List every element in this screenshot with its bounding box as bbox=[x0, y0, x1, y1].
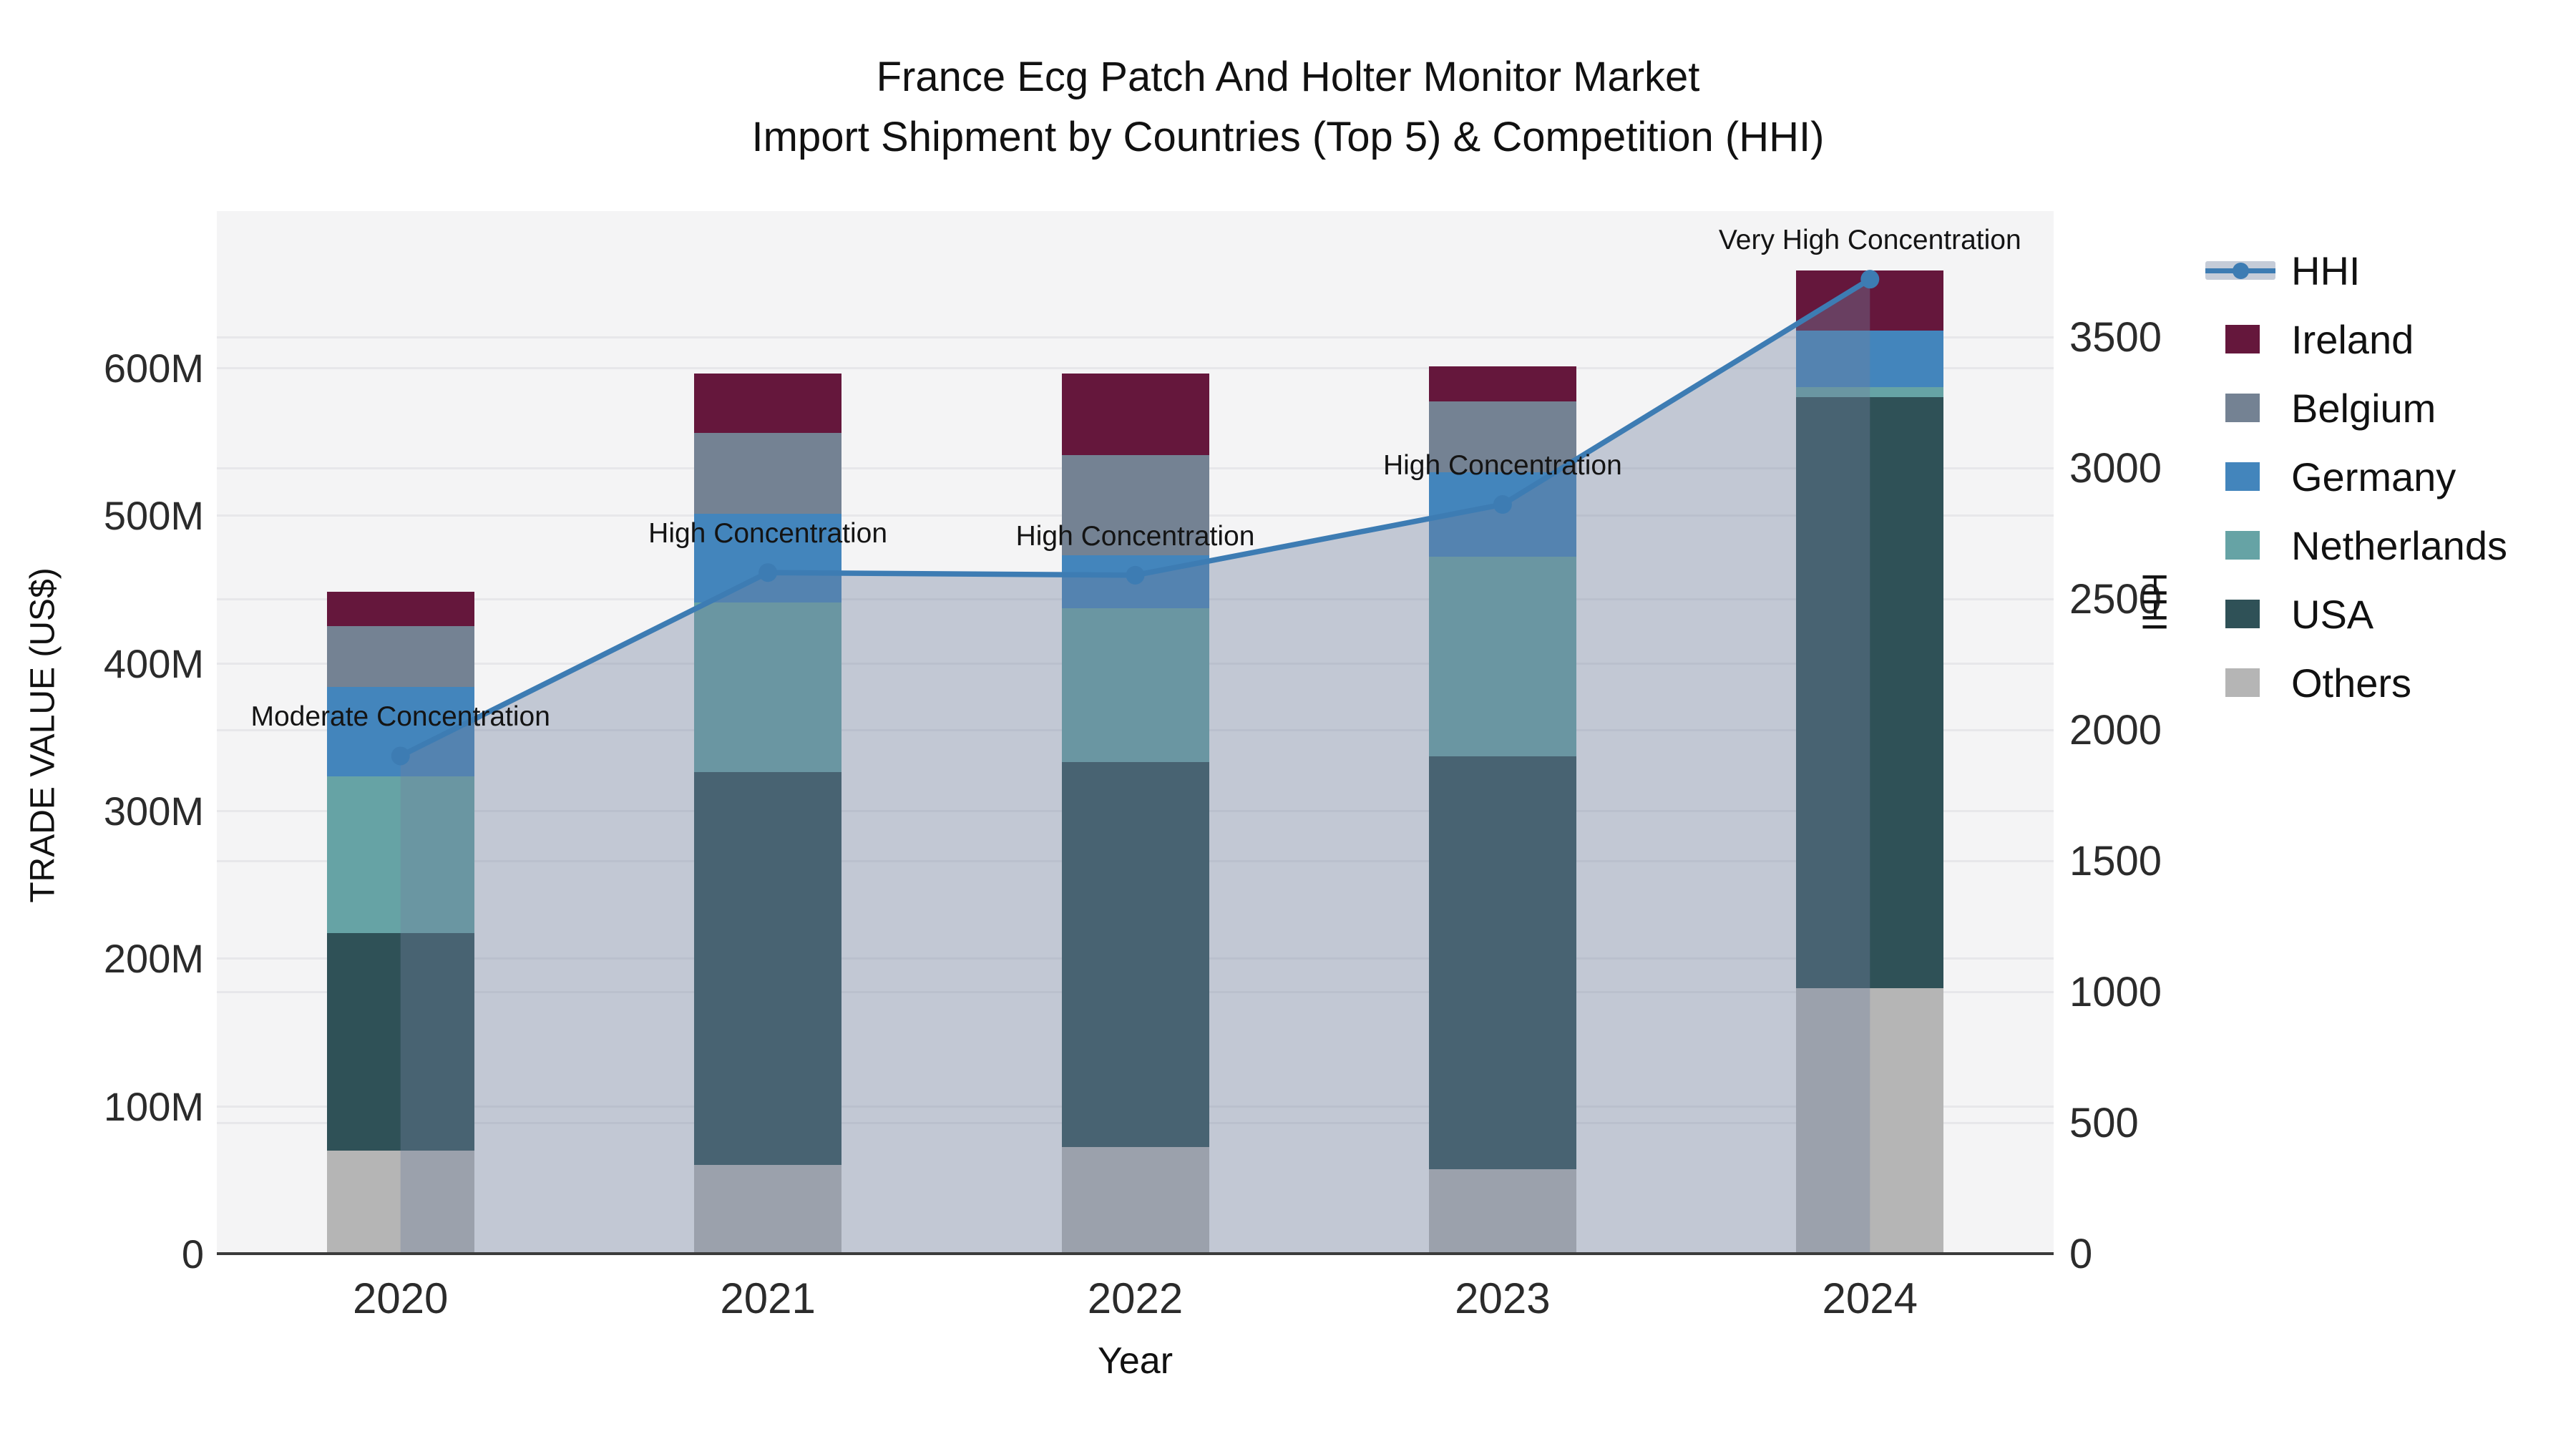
legend-item-usa[interactable]: USA bbox=[2205, 580, 2373, 648]
bar-segment-netherlands-2021[interactable] bbox=[694, 602, 842, 773]
right-tick-1000: 1000 bbox=[2069, 968, 2162, 1015]
legend-label-usa: USA bbox=[2291, 591, 2374, 637]
bar-segment-germany-2024[interactable] bbox=[1796, 331, 1944, 387]
bar-segment-netherlands-2023[interactable] bbox=[1428, 556, 1576, 756]
bar-segment-others-2021[interactable] bbox=[694, 1165, 842, 1254]
left-tick-600M: 600M bbox=[103, 345, 204, 391]
hhi-marker-2024[interactable] bbox=[1860, 270, 1880, 289]
legend-label-others: Others bbox=[2291, 660, 2412, 706]
bar-segment-others-2022[interactable] bbox=[1061, 1147, 1209, 1254]
hhi-marker-2022[interactable] bbox=[1126, 565, 1145, 585]
bar-segment-germany-2021[interactable] bbox=[694, 514, 842, 602]
right-axis-title: HHI bbox=[2135, 572, 2173, 632]
right-tick-1500: 1500 bbox=[2069, 837, 2162, 884]
legend-item-others[interactable]: Others bbox=[2205, 648, 2411, 717]
right-tick-0: 0 bbox=[2069, 1231, 2093, 1277]
annotation-2023: High Concentration bbox=[1382, 450, 1622, 481]
left-tick-400M: 400M bbox=[103, 640, 204, 686]
hhi-marker-icon bbox=[2233, 263, 2249, 279]
legend-item-netherlands[interactable]: Netherlands bbox=[2205, 511, 2507, 580]
bar-segment-netherlands-2024[interactable] bbox=[1796, 386, 1944, 398]
right-tick-3000: 3000 bbox=[2069, 444, 2162, 492]
legend-label-hhi: HHI bbox=[2291, 248, 2361, 293]
bar-segment-usa-2021[interactable] bbox=[694, 772, 842, 1166]
legend-label-belgium: Belgium bbox=[2291, 385, 2436, 431]
gridline bbox=[217, 336, 2054, 338]
x-tick-2024: 2024 bbox=[1822, 1274, 1918, 1322]
x-tick-2023: 2023 bbox=[1455, 1274, 1551, 1322]
annotation-2020: Moderate Concentration bbox=[250, 701, 550, 733]
bar-segment-belgium-2020[interactable] bbox=[326, 625, 474, 687]
legend-item-ireland[interactable]: Ireland bbox=[2205, 305, 2414, 374]
bar-segment-others-2023[interactable] bbox=[1428, 1169, 1576, 1254]
legend-swatch-icon bbox=[2205, 600, 2291, 628]
color-swatch-usa bbox=[2225, 600, 2260, 628]
bar-segment-ireland-2020[interactable] bbox=[326, 592, 474, 626]
legend-label-netherlands: Netherlands bbox=[2291, 522, 2507, 568]
right-tick-2500: 2500 bbox=[2069, 575, 2162, 623]
gridline bbox=[217, 366, 2054, 369]
legend-item-germany[interactable]: Germany bbox=[2205, 442, 2456, 511]
x-axis-line bbox=[217, 1252, 2054, 1255]
left-tick-200M: 200M bbox=[103, 936, 204, 982]
bar-segment-usa-2022[interactable] bbox=[1061, 761, 1209, 1148]
color-swatch-others bbox=[2225, 668, 2260, 697]
right-tick-2000: 2000 bbox=[2069, 706, 2162, 753]
left-axis-title: TRADE VALUE (US$) bbox=[24, 567, 62, 903]
annotation-2022: High Concentration bbox=[1015, 520, 1255, 552]
left-tick-500M: 500M bbox=[103, 493, 204, 539]
bar-segment-ireland-2021[interactable] bbox=[694, 374, 842, 433]
bar-segment-others-2020[interactable] bbox=[326, 1150, 474, 1254]
bar-segment-ireland-2022[interactable] bbox=[1061, 374, 1209, 455]
hhi-area-fill bbox=[400, 279, 1870, 1254]
hhi-marker-2021[interactable] bbox=[758, 563, 778, 582]
legend-swatch-icon bbox=[2205, 394, 2291, 422]
x-axis-title: Year bbox=[1097, 1340, 1174, 1382]
hhi-area-band-icon bbox=[2205, 261, 2275, 280]
left-tick-100M: 100M bbox=[103, 1083, 204, 1129]
chart-title-line1: France Ecg Patch And Holter Monitor Mark… bbox=[876, 54, 1700, 100]
legend-label-germany: Germany bbox=[2291, 454, 2457, 499]
chart-title: France Ecg Patch And Holter Monitor Mark… bbox=[752, 47, 1825, 167]
left-tick-300M: 300M bbox=[103, 788, 204, 834]
chart-title-line2: Import Shipment by Countries (Top 5) & C… bbox=[751, 114, 1825, 160]
bar-segment-belgium-2021[interactable] bbox=[694, 432, 842, 514]
right-tick-3500: 3500 bbox=[2069, 313, 2162, 361]
legend-swatch-icon bbox=[2205, 462, 2291, 491]
annotation-2021: High Concentration bbox=[648, 518, 888, 550]
color-swatch-belgium bbox=[2225, 394, 2260, 422]
legend-item-hhi[interactable]: HHI bbox=[2205, 236, 2360, 305]
bar-segment-netherlands-2022[interactable] bbox=[1061, 608, 1209, 762]
color-swatch-netherlands bbox=[2225, 531, 2260, 560]
legend-swatch-icon bbox=[2205, 668, 2291, 697]
legend-item-belgium[interactable]: Belgium bbox=[2205, 374, 2436, 442]
x-tick-2021: 2021 bbox=[720, 1274, 816, 1322]
legend-swatch-icon bbox=[2205, 531, 2291, 560]
bar-segment-usa-2020[interactable] bbox=[326, 933, 474, 1151]
annotation-2024: Very High Concentration bbox=[1718, 225, 2021, 256]
bar-segment-usa-2023[interactable] bbox=[1428, 756, 1576, 1170]
bar-segment-others-2024[interactable] bbox=[1796, 987, 1944, 1254]
bar-segment-netherlands-2020[interactable] bbox=[326, 776, 474, 934]
right-tick-500: 500 bbox=[2069, 1099, 2139, 1146]
x-tick-2020: 2020 bbox=[352, 1274, 449, 1322]
bar-segment-ireland-2023[interactable] bbox=[1428, 366, 1576, 402]
bar-segment-belgium-2022[interactable] bbox=[1061, 454, 1209, 555]
legend-swatch-icon bbox=[2205, 325, 2291, 353]
color-swatch-germany bbox=[2225, 462, 2260, 491]
legend-label-ireland: Ireland bbox=[2291, 316, 2414, 362]
x-tick-2022: 2022 bbox=[1087, 1274, 1184, 1322]
bar-segment-usa-2024[interactable] bbox=[1796, 397, 1944, 988]
left-tick-0: 0 bbox=[181, 1231, 204, 1277]
hhi-marker-2023[interactable] bbox=[1493, 495, 1512, 514]
hhi-line-icon bbox=[2205, 261, 2291, 280]
bar-segment-belgium-2023[interactable] bbox=[1428, 401, 1576, 473]
hhi-marker-2020[interactable] bbox=[391, 746, 410, 766]
color-swatch-ireland bbox=[2225, 325, 2260, 353]
